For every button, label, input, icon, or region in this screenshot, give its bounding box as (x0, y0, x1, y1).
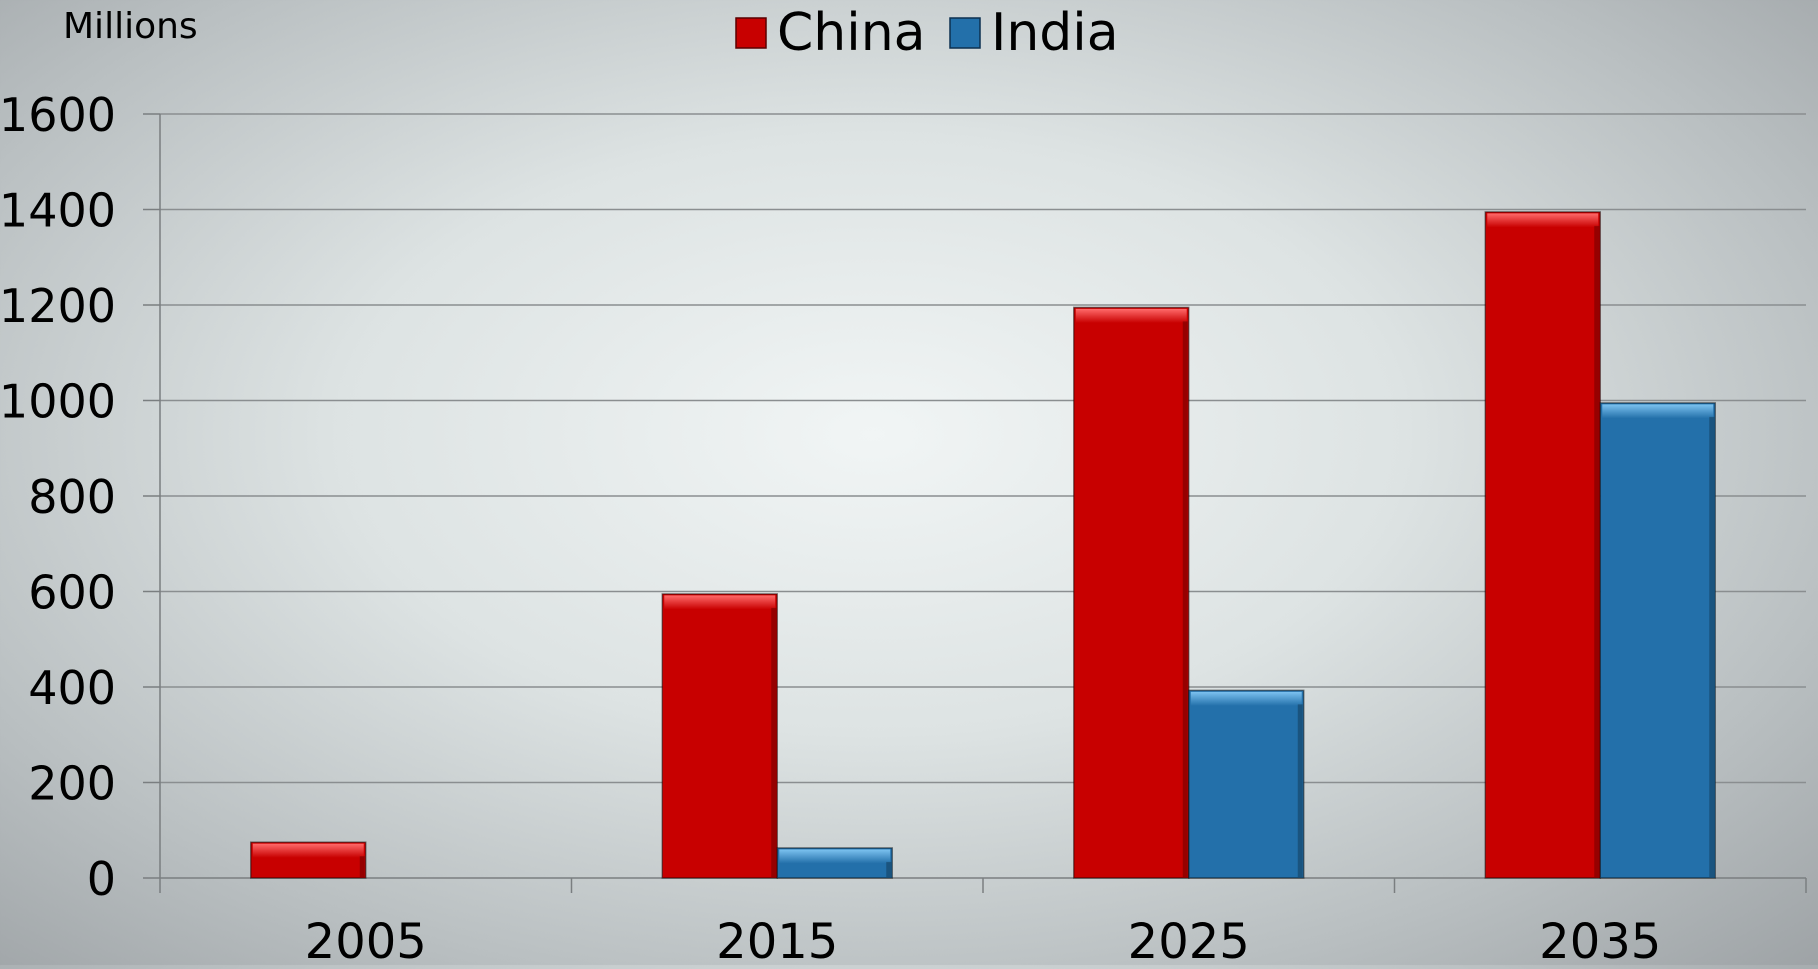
legend-swatch-china (735, 17, 767, 49)
bar-shade-india-2025 (1297, 704, 1303, 877)
bar-china-2025 (1073, 306, 1190, 879)
y-tick-label: 600 (28, 566, 116, 620)
bar-china-2015 (661, 593, 778, 879)
legend-label-india: India (991, 3, 1119, 63)
bar-shade-india-2035 (1709, 416, 1715, 877)
x-tick-label: 2035 (1539, 914, 1661, 965)
bar-shade-china-2035 (1594, 225, 1600, 877)
legend-label-china: China (777, 3, 926, 63)
bar-india-2025 (1188, 689, 1305, 879)
bar-highlight-india-2015 (779, 849, 891, 864)
x-tick-label: 2015 (716, 914, 838, 965)
y-tick-labels: 0 200 400 600 800 1000 1200 1400 1600 (0, 88, 116, 906)
y-tick-label: 0 (87, 852, 116, 906)
y-tick-label: 1000 (0, 375, 116, 429)
bar-highlight-india-2035 (1602, 404, 1714, 419)
bar-shade-india-2015 (886, 861, 892, 877)
x-tick-label: 2025 (1128, 914, 1250, 965)
bar-highlight-china-2035 (1487, 213, 1599, 228)
y-tick-label: 1200 (0, 279, 116, 333)
x-tick-labels: 2005 2015 2025 2035 (305, 914, 1662, 969)
bar-highlight-china-2025 (1075, 308, 1187, 323)
bar-shade-china-2025 (1182, 321, 1188, 877)
bar-india-2035 (1599, 402, 1716, 879)
x-tick-label: 2005 (305, 914, 427, 965)
y-tick-label: 1600 (0, 88, 116, 142)
y-unit-label: Millions (63, 6, 198, 47)
y-tick-label: 400 (28, 661, 116, 715)
y-tick-label: 200 (28, 757, 116, 811)
y-tick-label: 800 (28, 470, 116, 524)
bar-china-2035 (1484, 211, 1601, 879)
legend-swatch-india (949, 17, 981, 49)
bar-highlight-china-2015 (664, 595, 776, 610)
bar-highlight-india-2025 (1190, 691, 1302, 706)
bar-shade-china-2005 (359, 856, 365, 877)
bar-shade-china-2015 (771, 607, 777, 877)
bar-highlight-china-2005 (252, 843, 364, 858)
bars (250, 211, 1716, 879)
gridlines (160, 113, 1806, 784)
y-tick-label: 1400 (0, 184, 116, 238)
legend: China India (735, 3, 1119, 63)
